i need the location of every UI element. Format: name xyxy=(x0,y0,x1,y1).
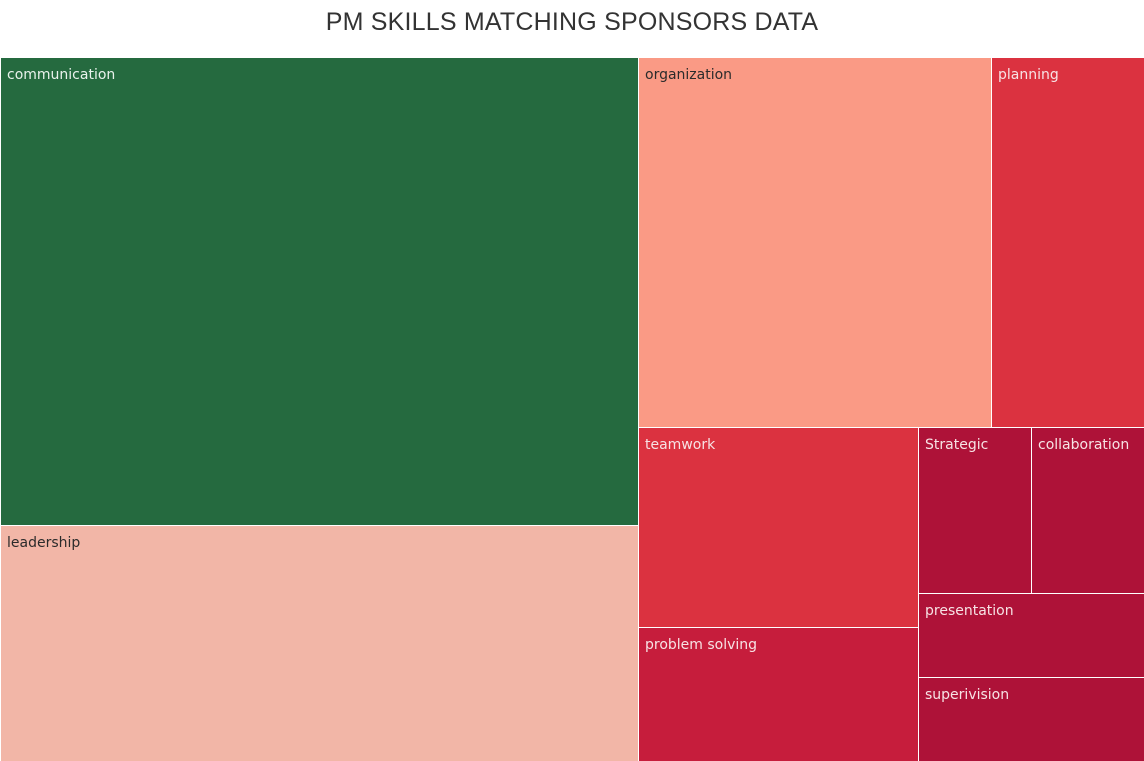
tile-collaboration[interactable]: collaboration xyxy=(1031,427,1144,594)
tile-leadership[interactable]: leadership xyxy=(0,525,639,761)
tile-rect-collaboration[interactable] xyxy=(1031,427,1144,594)
tile-presentation[interactable]: presentation xyxy=(918,593,1144,678)
chart-title: PM SKILLS MATCHING SPONSORS DATA xyxy=(325,8,819,36)
tile-label-problem-solving: problem solving xyxy=(645,637,757,653)
tile-rect-leadership[interactable] xyxy=(0,525,639,761)
tile-rect-superivision[interactable] xyxy=(918,677,1144,761)
tile-rect-planning[interactable] xyxy=(991,57,1144,428)
tile-label-superivision: superivision xyxy=(925,687,1009,703)
tile-rect-teamwork[interactable] xyxy=(638,427,919,628)
tile-label-communication: communication xyxy=(7,67,115,83)
tile-label-teamwork: teamwork xyxy=(645,437,716,453)
tile-organization[interactable]: organization xyxy=(638,57,992,428)
tile-communication[interactable]: communication xyxy=(0,57,639,526)
tile-rect-problem-solving[interactable] xyxy=(638,627,919,761)
tile-rect-presentation[interactable] xyxy=(918,593,1144,678)
tile-label-collaboration: collaboration xyxy=(1038,437,1129,453)
tile-rect-strategic[interactable] xyxy=(918,427,1032,594)
tile-rect-organization[interactable] xyxy=(638,57,992,428)
tile-problem-solving[interactable]: problem solving xyxy=(638,627,919,761)
tile-label-presentation: presentation xyxy=(925,603,1014,619)
tile-teamwork[interactable]: teamwork xyxy=(638,427,919,628)
tile-planning[interactable]: planning xyxy=(991,57,1144,428)
tile-label-leadership: leadership xyxy=(7,535,80,551)
tile-label-strategic: Strategic xyxy=(925,437,988,453)
tile-rect-communication[interactable] xyxy=(0,57,639,526)
tile-strategic[interactable]: Strategic xyxy=(918,427,1032,594)
treemap-chart: communication leadership organization plann… xyxy=(0,57,1144,761)
tile-label-organization: organization xyxy=(645,67,732,83)
tile-label-planning: planning xyxy=(998,67,1059,83)
tile-superivision[interactable]: superivision xyxy=(918,677,1144,761)
